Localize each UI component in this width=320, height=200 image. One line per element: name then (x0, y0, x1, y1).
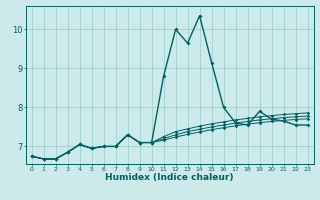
X-axis label: Humidex (Indice chaleur): Humidex (Indice chaleur) (105, 173, 234, 182)
